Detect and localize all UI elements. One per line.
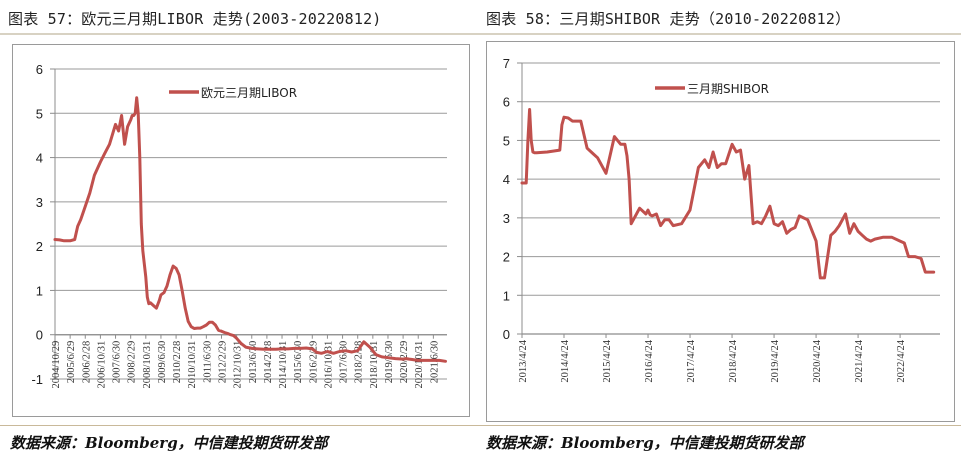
y-tick-label: 3 <box>36 195 43 210</box>
x-tick-label: 2011/6/30 <box>202 341 213 383</box>
figure-58-panel: 图表 58：三月期SHIBOR 走势（2010-20220812） 0 1 2 3 4 5… <box>480 0 961 460</box>
x-tick-label: 2020/2/29 <box>399 341 410 384</box>
x-tick-label: 2005/6/29 <box>66 341 77 384</box>
x-tick-label: 2016/4/24 <box>644 339 655 382</box>
x-tick-label: 2021/4/24 <box>854 339 865 382</box>
x-tick-label: 2018/10/31 <box>369 341 380 389</box>
y-tick-label: 4 <box>503 172 510 187</box>
series-line <box>520 108 936 280</box>
libor-chart-frame: -1 0 1 2 3 4 5 6 2004/10/29 2005/6/29 2006/2/28 200… <box>12 44 470 417</box>
x-tick-label: 2019/6/30 <box>384 341 395 384</box>
y-tick-label: 6 <box>36 62 43 77</box>
y-tick-label: 5 <box>36 106 43 121</box>
gridlines: -1 0 1 2 3 4 5 6 <box>31 62 447 387</box>
x-tick-labels: 2013/4/24 2014/4/24 2015/4/24 2016/4/24 2017… <box>518 334 907 383</box>
x-tick-label: 2016/10/31 <box>323 341 334 389</box>
x-tick-label: 2012/10/31 <box>233 341 244 389</box>
gridlines: 0 1 2 3 4 5 6 7 <box>503 56 940 342</box>
y-tick-label: 0 <box>36 328 43 343</box>
x-tick-label: 2015/4/24 <box>602 339 613 382</box>
figure-58-title: 图表 58：三月期SHIBOR 走势（2010-20220812） <box>486 10 851 28</box>
x-tick-label: 2020/10/31 <box>414 341 425 389</box>
y-tick-label: 0 <box>503 327 510 342</box>
title-divider <box>0 33 480 35</box>
x-tick-label: 2017/6/30 <box>339 341 350 384</box>
title-divider <box>480 33 961 35</box>
x-tick-label: 2019/4/24 <box>770 339 781 382</box>
y-tick-label: 5 <box>503 133 510 148</box>
legend-label: 三月期SHIBOR <box>687 82 769 96</box>
figure-57-source: 数据来源：Bloomberg，中信建投期货研发部 <box>10 434 328 452</box>
x-tick-label: 2006/2/28 <box>81 341 92 384</box>
x-tick-label: 2009/6/30 <box>157 341 168 384</box>
x-tick-label: 2010/10/31 <box>187 341 198 389</box>
y-tick-label: 2 <box>36 239 43 254</box>
x-tick-label: 2008/10/31 <box>142 341 153 389</box>
source-divider <box>0 425 480 426</box>
y-tick-label: 2 <box>503 250 510 265</box>
x-tick-label: 2013/6/30 <box>248 341 259 384</box>
shibor-line-chart: 0 1 2 3 4 5 6 7 2013/4/24 2014/4/24 2015/4/24 2016/… <box>503 56 940 383</box>
source-divider <box>480 425 961 426</box>
x-tick-label: 2012/2/29 <box>217 341 228 384</box>
x-tick-label: 2016/2/29 <box>308 341 319 384</box>
series-line <box>53 96 447 363</box>
legend: 欧元三月期LIBOR <box>169 86 297 100</box>
x-tick-label: 2013/4/24 <box>518 339 529 382</box>
figure-58-source: 数据来源：Bloomberg，中信建投期货研发部 <box>486 434 804 452</box>
x-tick-label: 2015/6/30 <box>293 341 304 384</box>
x-tick-label: 2021/6/30 <box>429 341 440 384</box>
x-tick-label: 2008/2/29 <box>127 341 138 384</box>
x-tick-label: 2018/2/28 <box>354 341 365 384</box>
x-tick-label: 2014/10/31 <box>278 341 289 389</box>
y-tick-label: 6 <box>503 95 510 110</box>
x-tick-labels: 2004/10/29 2005/6/29 2006/2/28 2006/10/31 20… <box>51 334 440 389</box>
x-tick-label: 2007/6/30 <box>112 341 123 384</box>
y-tick-label: 1 <box>36 283 43 298</box>
y-tick-label: 1 <box>503 288 510 303</box>
x-tick-label: 2004/10/29 <box>51 341 62 389</box>
x-tick-label: 2014/2/28 <box>263 341 274 384</box>
figure-57-title: 图表 57：欧元三月期LIBOR 走势(2003-20220812) <box>8 10 382 28</box>
y-tick-label: 7 <box>503 56 510 71</box>
y-tick-label: -1 <box>31 372 43 387</box>
x-tick-label: 2006/10/31 <box>96 341 107 389</box>
legend-label: 欧元三月期LIBOR <box>201 86 297 100</box>
x-tick-label: 2022/4/24 <box>896 339 907 382</box>
x-tick-label: 2018/4/24 <box>728 339 739 382</box>
figure-57-panel: 图表 57：欧元三月期LIBOR 走势(2003-20220812) -1 0 1 2… <box>0 0 480 460</box>
y-tick-label: 3 <box>503 211 510 226</box>
x-tick-label: 2010/2/28 <box>172 341 183 384</box>
y-tick-label: 4 <box>36 151 43 166</box>
shibor-chart-frame: 0 1 2 3 4 5 6 7 2013/4/24 2014/4/24 2015/4/24 2016/… <box>486 41 955 422</box>
legend: 三月期SHIBOR <box>655 82 769 96</box>
x-tick-label: 2017/4/24 <box>686 339 697 382</box>
x-tick-label: 2020/4/24 <box>812 339 823 382</box>
x-tick-label: 2014/4/24 <box>560 339 571 382</box>
